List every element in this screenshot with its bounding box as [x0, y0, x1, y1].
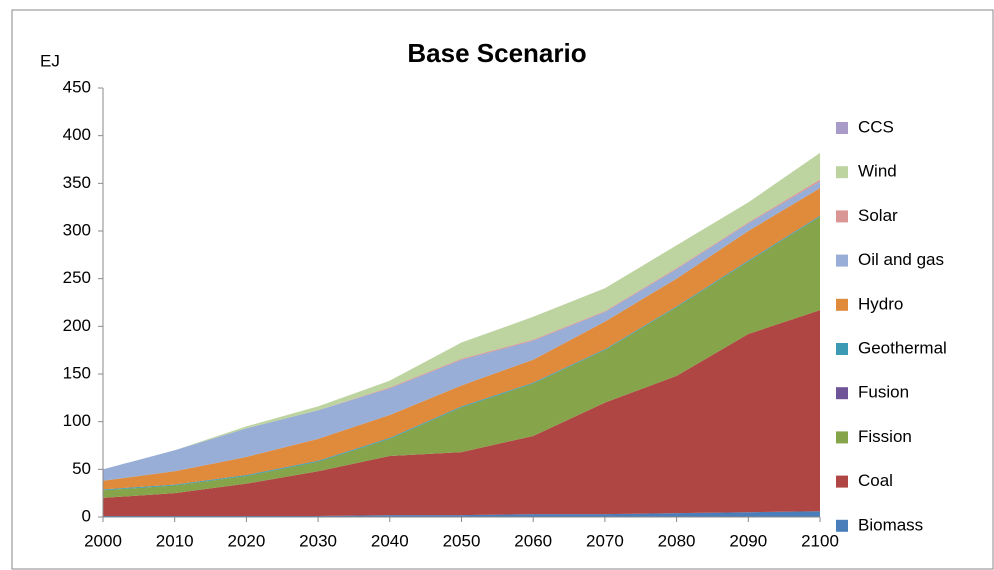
- legend-label: CCS: [858, 117, 894, 136]
- y-tick-label: 300: [63, 220, 91, 239]
- x-tick-label: 2010: [156, 531, 194, 550]
- legend-label: Biomass: [858, 515, 923, 534]
- legend-swatch: [836, 343, 848, 355]
- y-tick-label: 400: [63, 125, 91, 144]
- x-tick-label: 2030: [299, 531, 337, 550]
- legend-label: Coal: [858, 471, 893, 490]
- x-tick-label: 2080: [658, 531, 696, 550]
- x-tick-label: 2070: [586, 531, 624, 550]
- legend-label: Wind: [858, 162, 897, 181]
- x-tick-label: 2100: [801, 531, 839, 550]
- y-tick-label: 150: [63, 363, 91, 382]
- legend-swatch: [836, 387, 848, 400]
- x-tick-label: 2060: [514, 531, 552, 550]
- legend-label: Fission: [858, 427, 912, 446]
- legend-swatch: [836, 122, 848, 134]
- legend-swatch: [836, 475, 848, 488]
- legend-label: Hydro: [858, 294, 903, 313]
- legend-swatch: [836, 431, 848, 444]
- legend-swatch: [836, 166, 848, 179]
- area: [103, 511, 820, 517]
- y-tick-label: 350: [63, 173, 91, 192]
- y-tick-label: 100: [63, 411, 91, 430]
- area: [103, 310, 820, 517]
- legend-label: Oil and gas: [858, 250, 944, 269]
- legend-label: Geothermal: [858, 338, 947, 357]
- legend-label: Solar: [858, 206, 898, 225]
- x-tick-label: 2050: [443, 531, 481, 550]
- y-tick-label: 450: [63, 77, 91, 96]
- y-axis-label: EJ: [40, 51, 60, 70]
- area: [103, 181, 820, 481]
- legend-label: Fusion: [858, 383, 909, 402]
- area: [103, 216, 820, 498]
- legend-swatch: [836, 298, 848, 311]
- y-tick-label: 200: [63, 316, 91, 335]
- x-tick-label: 2020: [227, 531, 265, 550]
- y-tick-label: 50: [72, 459, 91, 478]
- x-tick-label: 2040: [371, 531, 409, 550]
- y-tick-label: 250: [63, 268, 91, 287]
- x-tick-label: 2000: [84, 531, 122, 550]
- x-tick-label: 2090: [729, 531, 767, 550]
- legend-swatch: [836, 254, 848, 267]
- chart-frame: [11, 9, 994, 570]
- y-tick-label: 0: [82, 506, 91, 525]
- legend-swatch: [836, 210, 848, 223]
- chart-title: Base Scenario: [407, 38, 586, 68]
- legend-swatch: [836, 519, 848, 532]
